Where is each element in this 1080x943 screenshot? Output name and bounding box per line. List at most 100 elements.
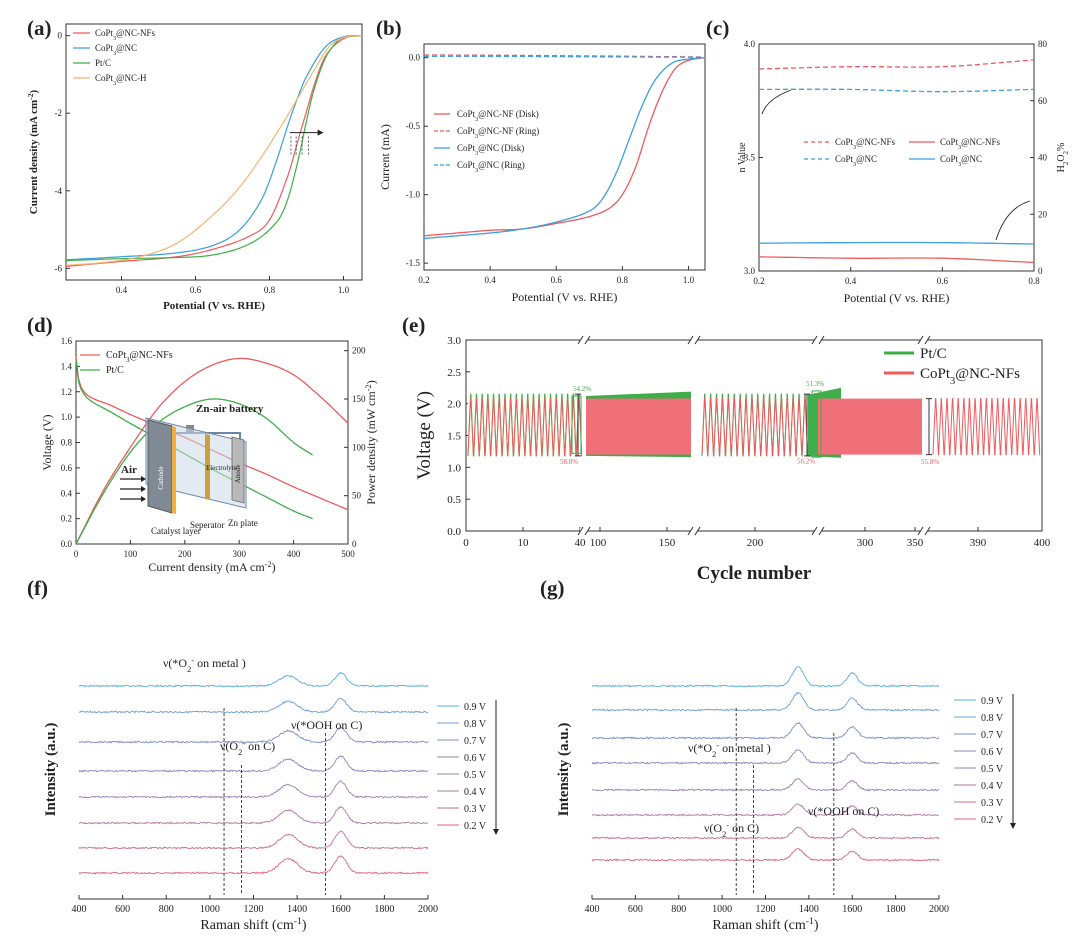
series-line-green [65, 35, 363, 262]
legend-label-part: CoPt [940, 137, 959, 147]
legend-label: 0.8 V [464, 719, 487, 730]
y-tick-label-right: 0 [352, 539, 357, 549]
legend-label: CoPt3@NC-NFs [835, 137, 895, 151]
annotation-metal-part: - [716, 741, 719, 750]
panel-f: (f) 400 600 800 1000 1200 1400 1600 1800 2000 Rama… [27, 576, 499, 933]
x-axis-label: Raman shift (cm-1) [712, 916, 818, 934]
x-axis-label: Current density (mA cm-2) [148, 560, 275, 575]
legend-label: 0.2 V [981, 815, 1004, 826]
x-tick-label: 2000 [418, 904, 438, 915]
annotation-oc: ν(O2- on C) [704, 821, 759, 839]
axis-break-mark [924, 335, 931, 345]
legend-label-part: 3 [126, 356, 130, 364]
annotation-ooh: ν(*OOH on C) [808, 804, 879, 818]
separator [205, 434, 210, 500]
legend-label-part: CoPt [457, 109, 476, 119]
panel-c: (c) 0.2 0.4 0.6 0.8 3.0 3.5 4.0 0 20 40 60 80 Potenti… [706, 16, 1070, 305]
legend-label-part: CoPt [95, 43, 114, 53]
annotation-oc-part: ν(O [220, 739, 238, 753]
annotation-metal-part: 2 [712, 750, 716, 759]
axis-break-mask [814, 337, 822, 343]
legend-label-part: CoPt [95, 73, 114, 83]
zn-air-battery-inset: Zn-air battery Air Cathode AnodeElectrolyte… [120, 403, 264, 536]
axis-break-mask [690, 337, 698, 343]
x-tick-label: 1600 [842, 904, 862, 915]
legend-label: 0.7 V [464, 736, 487, 747]
arrow-head [317, 129, 324, 136]
legend-label-part: @NC [856, 154, 877, 164]
legend-label: CoPt3@NC (Ring) [457, 160, 525, 174]
raman-spectrum-0 [78, 671, 429, 688]
x-tick-label: 0 [74, 549, 79, 559]
copt-dense-block [818, 398, 922, 455]
legend-label: 0.3 V [981, 798, 1004, 809]
annotation-metal-part: 2 [187, 665, 191, 674]
panel-d: (d)0 100 200 300 400 5000.00.20.40.60.81.01.2… [27, 313, 378, 574]
y-tick-label: 4.0 [744, 39, 756, 49]
potential-arrow-head [493, 829, 499, 835]
panel-label: (e) [402, 313, 425, 337]
legend-label: CoPt3@NC-NFs [940, 137, 1000, 151]
legend-label: 0.4 V [464, 787, 487, 798]
x-tick-label: 0.8 [617, 275, 629, 285]
legend-label-part: @NC-NFs [856, 137, 895, 147]
legend-label: Pt/C [920, 346, 947, 362]
axis-break-mask [580, 528, 588, 534]
x-tick-label: 400 [1034, 537, 1051, 549]
x-tick-label: 390 [970, 537, 987, 549]
raman-spectrum-3 [591, 749, 940, 765]
series-line-red [75, 357, 349, 545]
legend-label-part: CoPt [940, 154, 959, 164]
raman-spectrum-1 [78, 697, 429, 714]
x-tick-label: 100 [124, 549, 138, 559]
legend-label-part: 3 [113, 35, 116, 42]
legend-label-part: 3 [113, 50, 116, 57]
annotation-ooh: ν(*OOH on C) [291, 718, 362, 732]
y-axis-label: Intensity (a.u.) [43, 723, 59, 817]
legend-label-part: CoPt [920, 366, 951, 382]
y-axis-label-right-part: Power density (mW cm [364, 391, 378, 505]
legend-label: CoPt3@NC [940, 154, 982, 168]
series-line-red [65, 35, 363, 267]
legend-label-part: Pt/C [920, 346, 947, 362]
series-line-red [758, 256, 1035, 264]
panel-b: (b) 0.2 0.4 0.6 0.8 1.0 0.0 -0.5 -1.0 -1.5 Potenti… [376, 16, 706, 304]
x-axis-label-part: ) [302, 918, 307, 933]
y-tick-label-right: 200 [352, 346, 366, 356]
x-tick-label: 1.0 [338, 285, 350, 295]
y-tick-label: 3.0 [447, 335, 461, 347]
y-tick-label: 1.2 [61, 387, 72, 397]
axes-frame [65, 23, 363, 281]
legend-label: CoPt3@NC [95, 43, 137, 57]
catalyst-layer [172, 426, 176, 514]
inset-zn-label: Zn plate [228, 518, 258, 528]
legend-label: CoPt3@NC-NFs [95, 28, 155, 42]
legend-label-part: @NC (Disk) [478, 143, 524, 153]
y-tick-label: 1.6 [61, 336, 73, 346]
inset-separator-label: Seperator [190, 520, 224, 530]
y-tick-label: 0.2 [61, 514, 72, 524]
x-axis-label: Cycle number [697, 563, 812, 584]
axis-break-mask [580, 337, 588, 343]
x-axis-label-part: Current density (mA cm [148, 560, 265, 574]
y-axis-label-right-part: % [1056, 143, 1067, 151]
x-tick-label: 0.4 [116, 285, 128, 295]
x-tick-label: 40 [575, 537, 587, 549]
potential-arrow-head [1010, 823, 1016, 829]
series-line-red [758, 59, 1035, 70]
x-tick-label: 400 [585, 904, 600, 915]
legend-label: CoPt3@NC-NFs [920, 366, 1020, 387]
y-axis-label-right-part: ) [364, 380, 378, 384]
x-tick-label: 0.2 [753, 276, 764, 286]
raman-spectrum-4 [78, 780, 429, 799]
efficiency-bracket [926, 398, 932, 456]
x-tick-label: 1400 [799, 904, 819, 915]
x-axis-label: Potential (V vs. RHE) [163, 300, 265, 312]
legend-label-part: Pt/C [95, 58, 111, 68]
x-axis-label: Raman shift (cm-1) [200, 916, 306, 934]
raman-spectrum-4 [591, 777, 940, 792]
y-tick-label-right: 100 [352, 442, 366, 452]
y-axis-label-right-part: H [1056, 165, 1067, 172]
air-arrow-head [141, 476, 146, 482]
legend-label: 0.7 V [981, 730, 1004, 741]
